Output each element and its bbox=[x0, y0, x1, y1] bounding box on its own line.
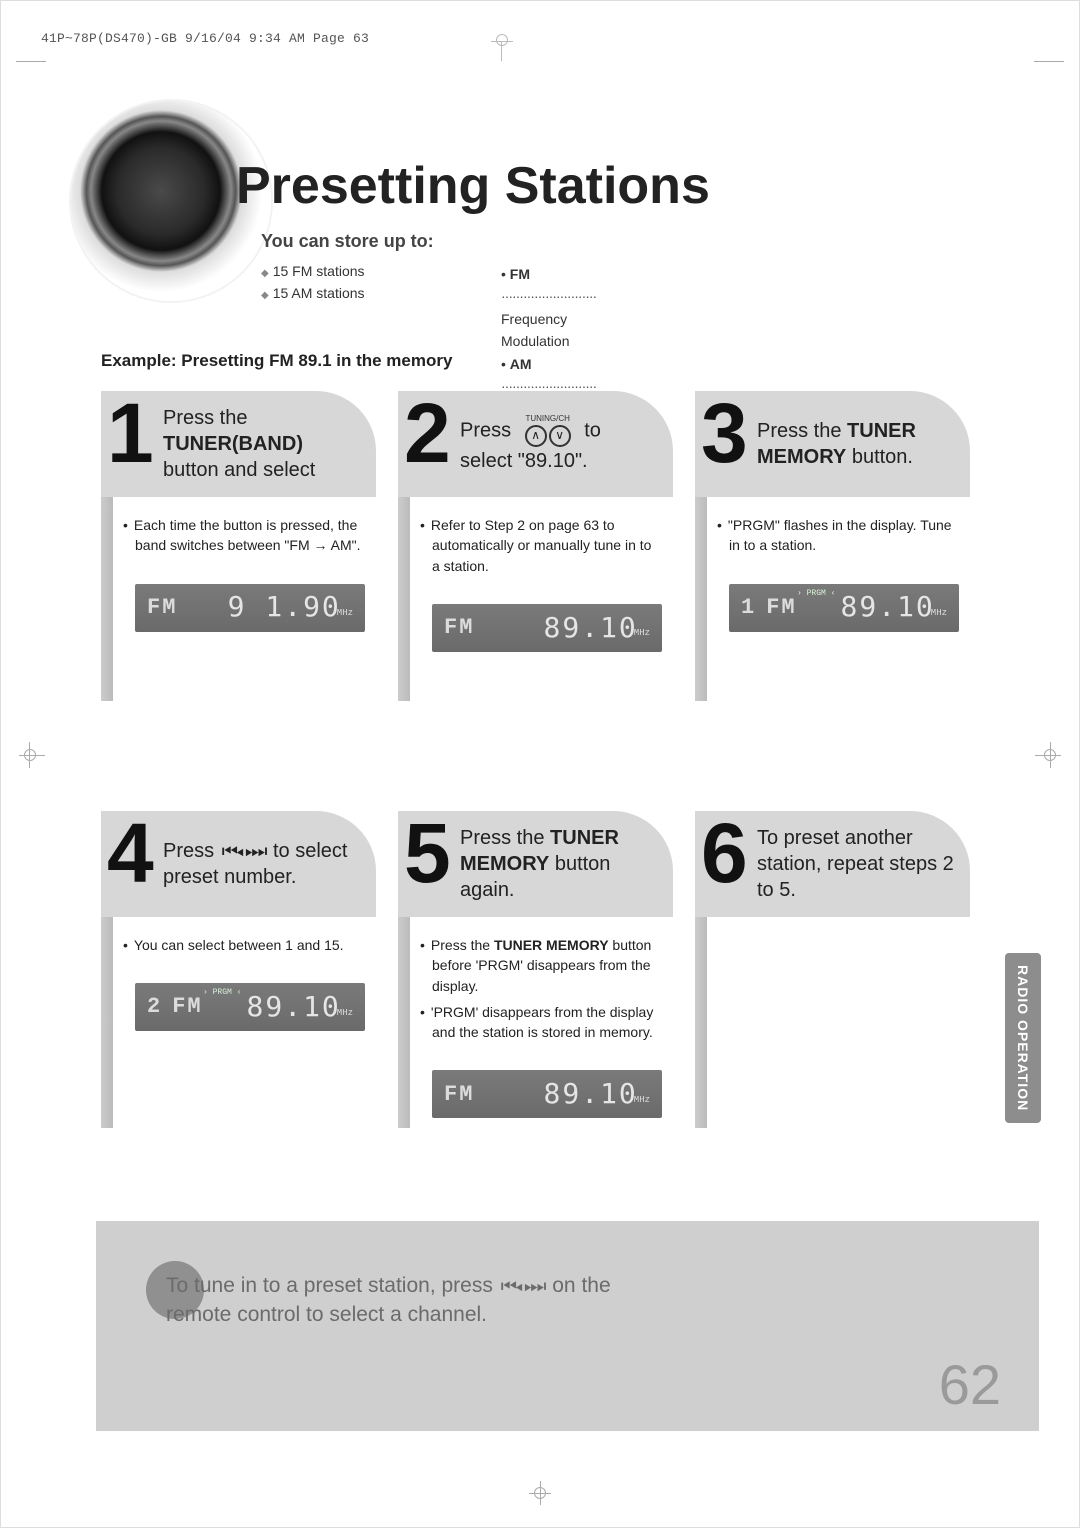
step-head: 4Press ⏮◂ ▸⏭ to select preset number. bbox=[101, 811, 376, 917]
step-head-text: Press the TUNER(BAND) button and select bbox=[163, 405, 360, 483]
step-card: 6To preset another station, repeat steps… bbox=[695, 811, 970, 1128]
step-head-text: Press TUNING/CH∧∨ to select "89.10". bbox=[460, 414, 657, 474]
band-code: AM bbox=[510, 356, 532, 372]
step-head-text: Press the TUNER MEMORY button again. bbox=[460, 825, 657, 903]
footer-text-part: on the bbox=[546, 1274, 610, 1297]
side-tab-label: RADIO OPERATION bbox=[1015, 965, 1031, 1111]
crop-mark bbox=[534, 1487, 546, 1499]
step-left-bar bbox=[695, 497, 707, 701]
store-line: ◆15 FM stations bbox=[261, 260, 434, 282]
step-body: You can select between 1 and 15.PRGM2FM8… bbox=[101, 917, 376, 1041]
step-body: Each time the button is pressed, the ban… bbox=[101, 497, 376, 642]
band-def: • FM ·························· Frequenc… bbox=[501, 263, 596, 353]
store-list: ◆15 FM stations ◆15 AM stations bbox=[261, 260, 434, 305]
footer-text: To tune in to a preset station, press ⏮◂… bbox=[166, 1271, 611, 1330]
steps-row-2: 4Press ⏮◂ ▸⏭ to select preset number.You… bbox=[101, 811, 970, 1128]
lcd-display: PRGM2FM89.10MHz bbox=[135, 983, 365, 1031]
step-head: 6To preset another station, repeat steps… bbox=[695, 811, 970, 917]
subtitle: You can store up to: bbox=[261, 231, 434, 252]
step-number: 2 bbox=[404, 391, 451, 475]
step-card: 3Press the TUNER MEMORY button."PRGM" fl… bbox=[695, 391, 970, 701]
step-number: 3 bbox=[701, 391, 748, 475]
step-head: 2Press TUNING/CH∧∨ to select "89.10". bbox=[398, 391, 673, 497]
step-head-text: Press ⏮◂ ▸⏭ to select preset number. bbox=[163, 838, 360, 890]
step-left-bar bbox=[398, 497, 410, 701]
band-code: FM bbox=[510, 266, 530, 282]
store-line-text: 15 AM stations bbox=[273, 285, 365, 301]
side-tab: RADIO OPERATION bbox=[1005, 953, 1041, 1123]
lcd-display: PRGM1FM89.10MHz bbox=[729, 584, 959, 632]
footer: To tune in to a preset station, press ⏮◂… bbox=[96, 1221, 1039, 1431]
page-number: 62 bbox=[939, 1352, 1001, 1417]
step-head-text: To preset another station, repeat steps … bbox=[757, 825, 954, 903]
page-root: 41P~78P(DS470)-GB 9/16/04 9:34 AM Page 6… bbox=[1, 1, 1079, 1527]
step-number: 6 bbox=[701, 811, 748, 895]
page-title: Presetting Stations bbox=[236, 156, 710, 216]
step-number: 4 bbox=[107, 811, 154, 895]
print-header: 41P~78P(DS470)-GB 9/16/04 9:34 AM Page 6… bbox=[41, 31, 1039, 46]
step-left-bar bbox=[101, 497, 113, 701]
step-body bbox=[695, 917, 970, 945]
step-left-bar bbox=[398, 917, 410, 1128]
steps-row-1: 1Press the TUNER(BAND) button and select… bbox=[101, 391, 970, 701]
step-card: 1Press the TUNER(BAND) button and select… bbox=[101, 391, 376, 701]
crop-mark bbox=[24, 749, 36, 761]
subtitle-block: You can store up to: ◆15 FM stations ◆15… bbox=[261, 231, 434, 305]
lcd-display: FM89.10MHz bbox=[432, 604, 662, 652]
step-body: Refer to Step 2 on page 63 to automatica… bbox=[398, 497, 673, 662]
step-number: 5 bbox=[404, 811, 451, 895]
footer-text-part: To tune in to a preset station, press bbox=[166, 1274, 499, 1297]
crop-mark bbox=[16, 61, 46, 62]
step-number: 1 bbox=[107, 391, 154, 475]
step-card: 2Press TUNING/CH∧∨ to select "89.10".Ref… bbox=[398, 391, 673, 701]
lcd-display: FM9 1.90MHz bbox=[135, 584, 365, 632]
store-line: ◆15 AM stations bbox=[261, 282, 434, 304]
footer-text-part: remote control to select a channel. bbox=[166, 1303, 487, 1326]
step-head-text: Press the TUNER MEMORY button. bbox=[757, 418, 954, 470]
step-card: 5Press the TUNER MEMORY button again.Pre… bbox=[398, 811, 673, 1128]
step-head: 1Press the TUNER(BAND) button and select bbox=[101, 391, 376, 497]
step-head: 5Press the TUNER MEMORY button again. bbox=[398, 811, 673, 917]
step-card: 4Press ⏮◂ ▸⏭ to select preset number.You… bbox=[101, 811, 376, 1128]
lcd-display: FM89.10MHz bbox=[432, 1070, 662, 1118]
example-label: Example: Presetting FM 89.1 in the memor… bbox=[101, 351, 452, 371]
step-left-bar bbox=[101, 917, 113, 1128]
crop-mark bbox=[496, 34, 508, 46]
crop-mark bbox=[1044, 749, 1056, 761]
dots: ·························· bbox=[501, 288, 596, 304]
skip-icon: ⏮◂ ▸⏭ bbox=[501, 1274, 545, 1299]
store-line-text: 15 FM stations bbox=[273, 263, 365, 279]
step-body: Press the TUNER MEMORY button before 'PR… bbox=[398, 917, 673, 1128]
step-head: 3Press the TUNER MEMORY button. bbox=[695, 391, 970, 497]
band-label: Frequency Modulation bbox=[501, 311, 570, 349]
step-body: "PRGM" flashes in the display. Tune in t… bbox=[695, 497, 970, 642]
step-left-bar bbox=[695, 917, 707, 1128]
crop-mark bbox=[1034, 61, 1064, 62]
